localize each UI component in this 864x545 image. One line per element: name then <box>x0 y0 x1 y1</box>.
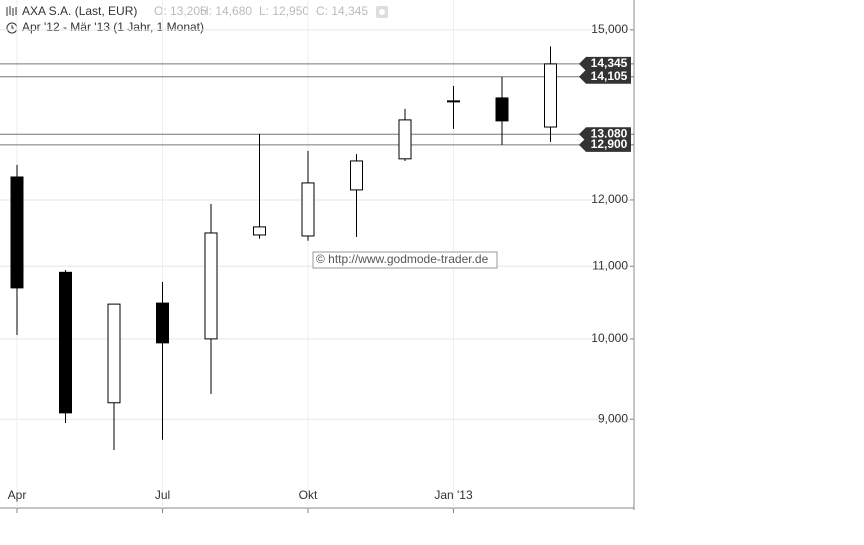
y-tick-label: 12,000 <box>591 192 628 206</box>
candle-body <box>204 232 218 340</box>
price-tag <box>579 56 631 71</box>
price-tag-label: 14,345 <box>591 56 628 70</box>
price-tag <box>579 137 631 152</box>
chart-subtitle: Apr '12 - Mär '13 (1 Jahr, 1 Monat) <box>22 20 204 34</box>
price-tag-label: 13,080 <box>591 126 628 140</box>
candle-body <box>253 226 266 236</box>
settings-icon[interactable] <box>376 6 388 18</box>
price-tag-label: 12,900 <box>591 137 628 151</box>
chart-title: AXA S.A. (Last, EUR) <box>22 4 137 18</box>
watermark-text: © http://www.godmode-trader.de <box>316 252 489 266</box>
x-tick-label: Apr <box>8 488 27 502</box>
ohlc-low: L: 12,950 <box>259 4 309 18</box>
y-tick-label: 10,000 <box>591 331 628 345</box>
candle-body <box>544 63 557 128</box>
ohlc-open: O: 13,205 <box>154 4 207 18</box>
candle-body <box>301 182 315 237</box>
price-tag <box>579 127 631 142</box>
y-tick-label: 11,000 <box>592 258 628 272</box>
price-tag-label: 14,105 <box>591 69 628 83</box>
x-tick-label: Jan '13 <box>434 488 473 502</box>
candle-body <box>156 302 169 344</box>
y-tick-label: 15,000 <box>591 22 628 36</box>
candle-body <box>398 119 412 160</box>
x-tick-label: Okt <box>299 488 318 502</box>
watermark: © http://www.godmode-trader.de <box>312 251 498 269</box>
candle-body <box>447 100 460 103</box>
candle-body <box>59 271 72 414</box>
y-tick-label: 9,000 <box>598 411 628 425</box>
candle-body <box>495 97 509 122</box>
candle-body <box>107 303 121 404</box>
header-icon <box>6 6 17 16</box>
ohlc-high: H: 14,680 <box>200 4 252 18</box>
candle-body <box>10 176 24 289</box>
candle-body <box>350 160 363 191</box>
price-tag <box>579 69 631 84</box>
ohlc-close: C: 14,345 <box>316 4 368 18</box>
x-tick-label: Jul <box>155 488 170 502</box>
watermark-box <box>312 251 498 269</box>
